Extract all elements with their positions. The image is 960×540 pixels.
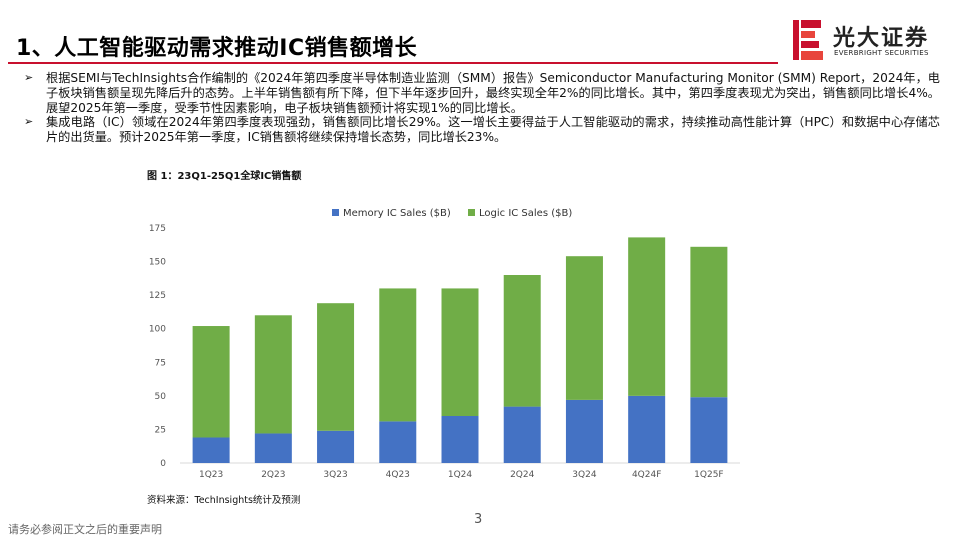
x-tick-label: 3Q23 — [323, 470, 347, 480]
bar-memory — [379, 421, 417, 463]
bullet-text: 根据SEMI与TechInsights合作编制的《2024年第四季度半导体制造业… — [46, 71, 940, 115]
logo-name-cn: 光大证券 — [833, 26, 930, 51]
bar-logic — [379, 288, 417, 422]
x-tick-label: 1Q24 — [448, 470, 473, 480]
ic-sales-chart: 0 25 50 75 100 125 150 175 1Q23 2Q23 3Q23 4Q23 1Q24 2… — [149, 224, 740, 480]
bar-logic — [317, 303, 355, 431]
y-tick-label: 125 — [149, 291, 166, 301]
bar-memory — [317, 430, 355, 463]
legend-swatch-logic — [468, 208, 475, 216]
x-tick-label: 2Q23 — [261, 470, 285, 480]
chart-legend: Memory IC Sales ($B) Logic IC Sales ($B) — [0, 208, 960, 222]
bullet-text: 集成电路（IC）领域在2024年第四季度表现强劲，销售额同比增长29%。这一增长… — [46, 115, 940, 145]
x-tick-label: 4Q23 — [386, 470, 410, 480]
logo-name-en: EVERBRIGHT SECURITIES — [834, 49, 929, 57]
y-tick-label: 75 — [155, 358, 166, 368]
legend-item-memory: Memory IC Sales ($B) — [332, 208, 451, 219]
figure-caption: 图 1：23Q1-25Q1全球IC销售额 — [147, 171, 302, 182]
bar-memory — [565, 399, 603, 463]
bar-logic — [441, 288, 479, 416]
company-logo: 光大证券 EVERBRIGHT SECURITIES — [793, 18, 953, 64]
arrow-bullet-icon: ➢ — [24, 115, 34, 129]
bullet-list: ➢ 根据SEMI与TechInsights合作编制的《2024年第四季度半导体制… — [22, 71, 940, 145]
bar-memory — [441, 416, 479, 463]
bar-logic — [254, 315, 292, 434]
legend-swatch-memory — [332, 208, 339, 216]
bar-memory — [690, 397, 728, 463]
bar-memory — [192, 437, 230, 463]
bar-memory — [503, 406, 541, 463]
y-tick-label: 0 — [160, 459, 166, 469]
y-tick-label: 150 — [149, 258, 166, 268]
y-tick-label: 50 — [155, 392, 167, 402]
bar-memory — [254, 433, 292, 463]
bar-logic — [503, 275, 541, 407]
bar-memory — [628, 395, 666, 463]
bullet-item: ➢ 根据SEMI与TechInsights合作编制的《2024年第四季度半导体制… — [22, 71, 940, 115]
bar-logic — [192, 326, 230, 438]
page-number: 3 — [474, 512, 483, 527]
legend-label-logic: Logic IC Sales ($B) — [479, 208, 573, 219]
x-tick-label: 1Q25F — [694, 470, 723, 480]
legend-label-memory: Memory IC Sales ($B) — [343, 208, 451, 219]
bullet-item: ➢ 集成电路（IC）领域在2024年第四季度表现强劲，销售额同比增长29%。这一… — [22, 115, 940, 145]
y-tick-label: 175 — [149, 224, 166, 234]
x-tick-label: 3Q24 — [572, 470, 597, 480]
arrow-bullet-icon: ➢ — [24, 71, 34, 84]
y-tick-label: 25 — [155, 425, 166, 435]
x-tick-label: 1Q23 — [199, 470, 223, 480]
legend-item-logic: Logic IC Sales ($B) — [468, 208, 572, 219]
y-tick-label: 100 — [149, 325, 166, 335]
bar-logic — [628, 237, 666, 396]
disclaimer-text: 请务必参阅正文之后的重要声明 — [8, 523, 162, 536]
bar-logic — [690, 246, 728, 398]
bar-logic — [565, 256, 603, 400]
everbright-logo-mark-icon — [793, 20, 823, 60]
x-tick-label: 2Q24 — [510, 470, 535, 480]
figure-source: 资料来源：TechInsights统计及预测 — [147, 495, 301, 506]
title-divider — [8, 62, 778, 64]
x-tick-label: 4Q24F — [632, 470, 661, 480]
slide-title: 1、人工智能驱动需求推动IC销售额增长 — [16, 36, 418, 61]
